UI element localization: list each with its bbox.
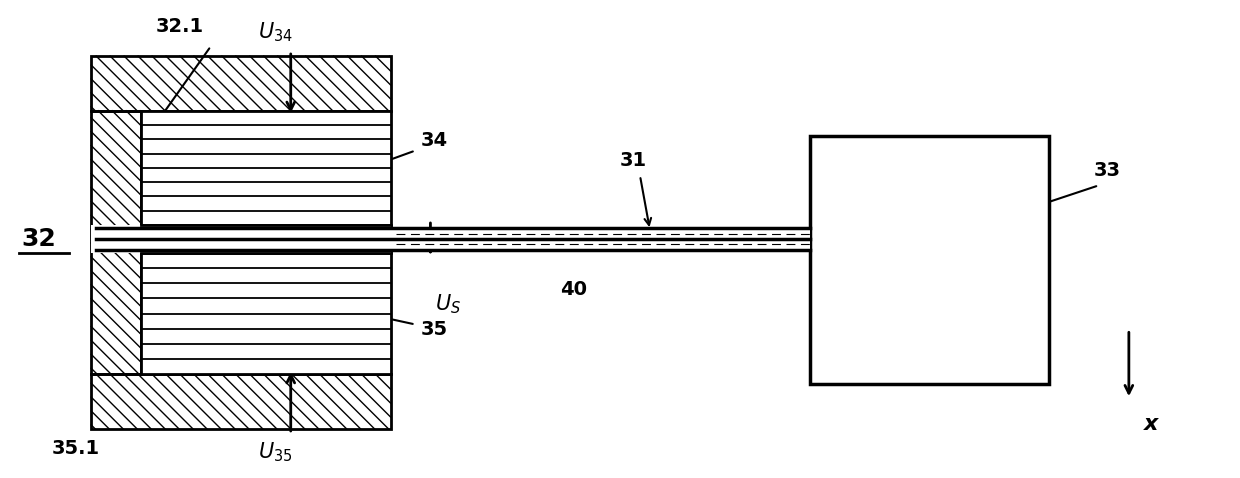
Text: 35.1: 35.1 [51, 439, 99, 458]
Bar [141, 111, 391, 225]
Text: 31: 31 [620, 151, 647, 170]
Text: 32.1: 32.1 [156, 17, 205, 36]
Text: 35: 35 [420, 320, 448, 339]
Text: $U_S$: $U_S$ [435, 293, 461, 316]
Bar [92, 225, 391, 253]
Text: 33: 33 [1094, 161, 1121, 180]
Text: $U_{34}$: $U_{34}$ [258, 21, 294, 44]
Bar [92, 56, 391, 111]
Bar [810, 136, 1049, 384]
Text: 34: 34 [420, 131, 448, 150]
Text: x: x [1143, 414, 1158, 434]
Bar [92, 111, 141, 374]
Bar [97, 228, 810, 250]
Bar [141, 253, 391, 374]
Text: 40: 40 [560, 280, 587, 299]
Text: $U_{35}$: $U_{35}$ [258, 441, 293, 465]
Text: 32: 32 [21, 227, 56, 251]
Bar [92, 374, 391, 429]
